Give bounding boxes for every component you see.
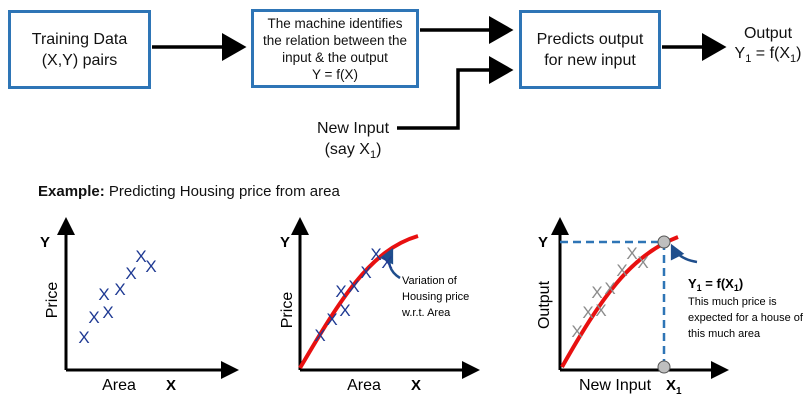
plot2-marker-7: X bbox=[370, 245, 381, 264]
new-input-say: (say X1) bbox=[324, 141, 382, 162]
plot2-ylabel: Price bbox=[279, 292, 296, 329]
machine-text-line3: input & the output bbox=[282, 49, 388, 65]
plot1-marker-2: X bbox=[88, 308, 99, 327]
new-input-title: New Input bbox=[316, 120, 390, 137]
plot2-xlabel: Area bbox=[347, 377, 381, 394]
machine-text-line1: The machine identifies bbox=[267, 15, 403, 31]
plot2-note-line3: w.r.t. Area bbox=[401, 307, 451, 319]
plot3-result-formula: Y1 = f(X1) bbox=[688, 276, 743, 293]
predict-output-box: Predicts output for new input bbox=[519, 10, 661, 89]
output-title: Output bbox=[743, 25, 793, 42]
plot3-pointer-arrow bbox=[670, 243, 698, 264]
plot2: Y X Price Area Variation of Housing pric… bbox=[279, 217, 480, 394]
output-formula: Y1 = f(X1) bbox=[734, 45, 802, 66]
plot2-marker-6: X bbox=[360, 263, 371, 282]
plot2-marker-1: X bbox=[314, 326, 325, 345]
arrow-newinput-to-predict bbox=[397, 56, 514, 130]
plot1-marker-7: X bbox=[135, 247, 146, 266]
new-input-label: New Input (say X1) bbox=[308, 118, 398, 166]
predict-line2: for new input bbox=[544, 51, 636, 69]
plot2-fit-curve bbox=[298, 234, 419, 370]
plot3-predicted-point bbox=[657, 235, 671, 249]
plot2-marker-3: X bbox=[339, 301, 350, 320]
plot3-marker-7: X bbox=[626, 244, 637, 263]
plot2-marker-8: X bbox=[381, 253, 392, 272]
training-data-title: Training Data bbox=[31, 30, 128, 48]
plot3-marker-3: X bbox=[595, 301, 606, 320]
plot3-marker-4: X bbox=[591, 283, 602, 302]
plot3-xlabel: New Input bbox=[579, 377, 652, 394]
training-data-pairs: (X,Y) pairs bbox=[41, 51, 118, 69]
plot1-marker-4: X bbox=[98, 285, 109, 304]
plot1-marker-5: X bbox=[114, 280, 125, 299]
plot3-note-line1: This much price is bbox=[688, 296, 777, 308]
plot2-y-letter: Y bbox=[280, 234, 290, 251]
plot1-xlabel: Area bbox=[102, 377, 136, 394]
plot3-note-line3: this much area bbox=[688, 328, 761, 340]
plot1-marker-1: X bbox=[78, 328, 89, 347]
plot2-marker-4: X bbox=[335, 282, 346, 301]
plot2-note-line2: Housing price bbox=[402, 291, 469, 303]
plot3-marker-1: X bbox=[571, 322, 582, 341]
plot1-marker-8: X bbox=[145, 257, 156, 276]
plot2-marker-5: X bbox=[348, 277, 359, 296]
machine-text-line2: the relation between the bbox=[262, 32, 408, 48]
plot3-marker-6: X bbox=[616, 261, 627, 280]
output-label: Output Y1 = f(X1) bbox=[728, 24, 808, 69]
example-heading: Example: Predicting Housing price from a… bbox=[38, 183, 340, 200]
training-data-box: Training Data (X,Y) pairs bbox=[8, 10, 151, 89]
plot3-fit-curve bbox=[560, 235, 679, 368]
plot3-note-line2: expected for a house of bbox=[688, 312, 804, 324]
plot2-note-line1: Variation of bbox=[402, 275, 458, 287]
plot2-x-letter: X bbox=[411, 377, 421, 394]
plot1-x-letter: X bbox=[166, 377, 176, 394]
plot3-y-letter: Y bbox=[538, 234, 548, 251]
plot3-x-letter: X1 bbox=[666, 377, 682, 397]
plot3-input-point bbox=[657, 360, 671, 374]
plot3: Y X1 Output New Input Y1 = f(X1) This mu… bbox=[536, 217, 804, 397]
plot1-ylabel: Price bbox=[44, 282, 61, 319]
machine-relation-box: The machine identifies the relation betw… bbox=[251, 9, 419, 88]
plot2-marker-2: X bbox=[326, 310, 337, 329]
example-text: Predicting Housing price from area bbox=[104, 183, 340, 200]
machine-text-formula: Y = f(X) bbox=[312, 66, 358, 82]
plot3-marker-2: X bbox=[582, 303, 593, 322]
plot1-y-letter: Y bbox=[40, 234, 50, 251]
example-bold: Example: bbox=[38, 183, 105, 200]
plot1-marker-3: X bbox=[102, 303, 113, 322]
plot1-marker-6: X bbox=[125, 264, 136, 283]
plot3-marker-8: X bbox=[637, 253, 648, 272]
predict-line1: Predicts output bbox=[536, 30, 644, 48]
plot3-ylabel: Output bbox=[536, 280, 553, 329]
plot3-marker-5: X bbox=[604, 279, 615, 298]
plot2-pointer-arrow bbox=[379, 247, 401, 280]
